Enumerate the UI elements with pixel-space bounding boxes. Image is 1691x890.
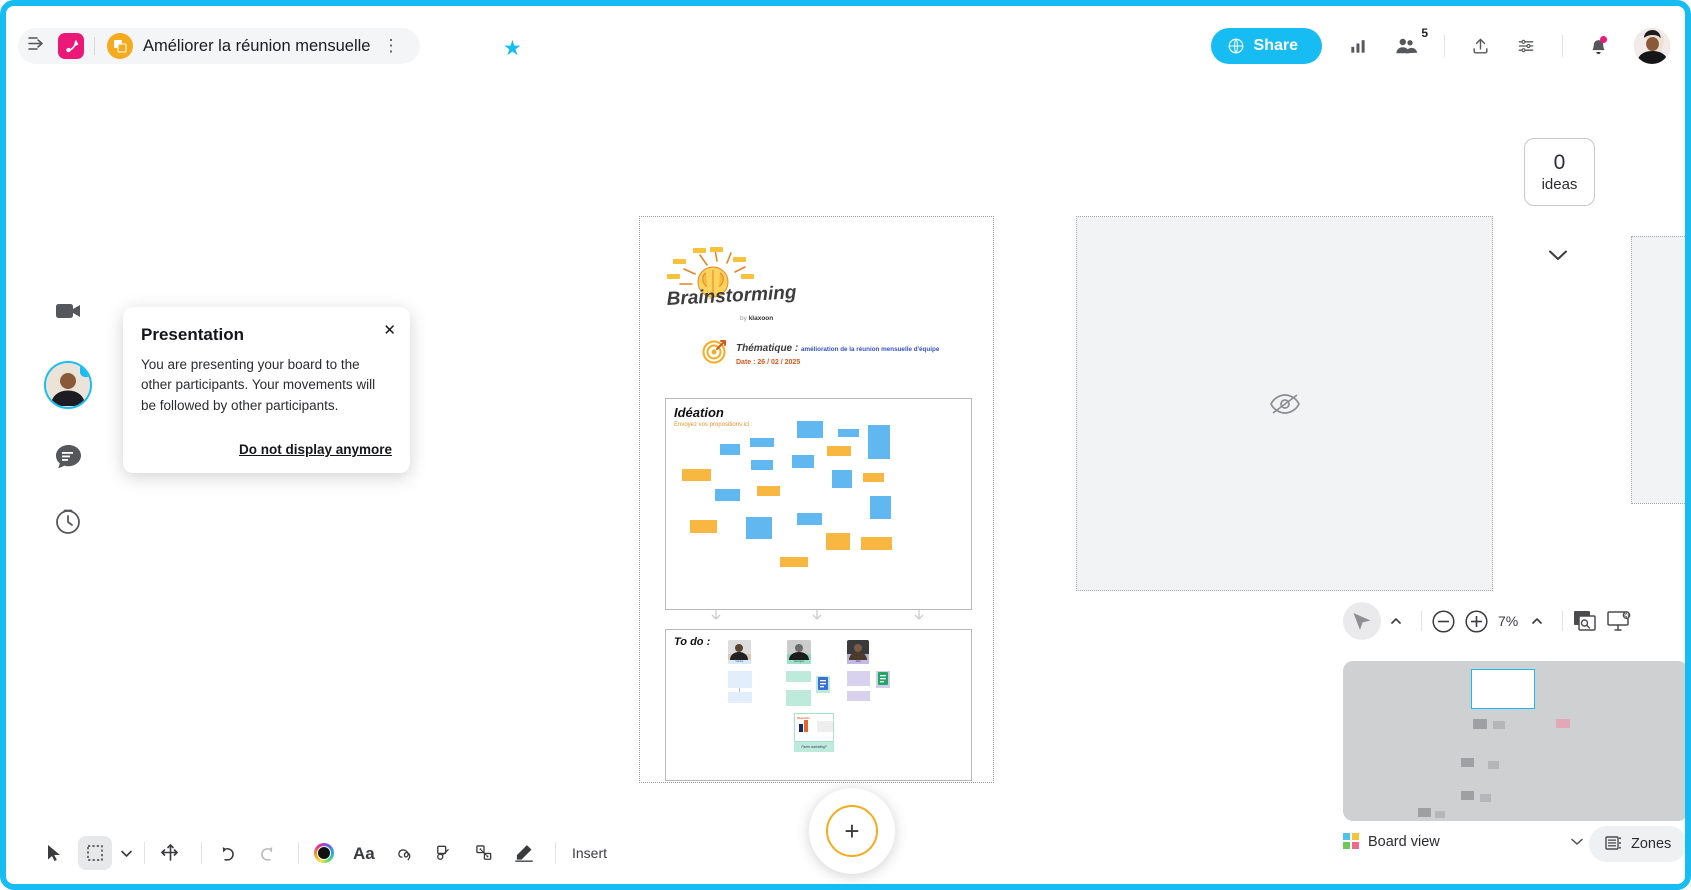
svg-text:Brainstorming: Brainstorming [666,282,797,310]
svg-text:Aa: Aa [353,844,375,863]
